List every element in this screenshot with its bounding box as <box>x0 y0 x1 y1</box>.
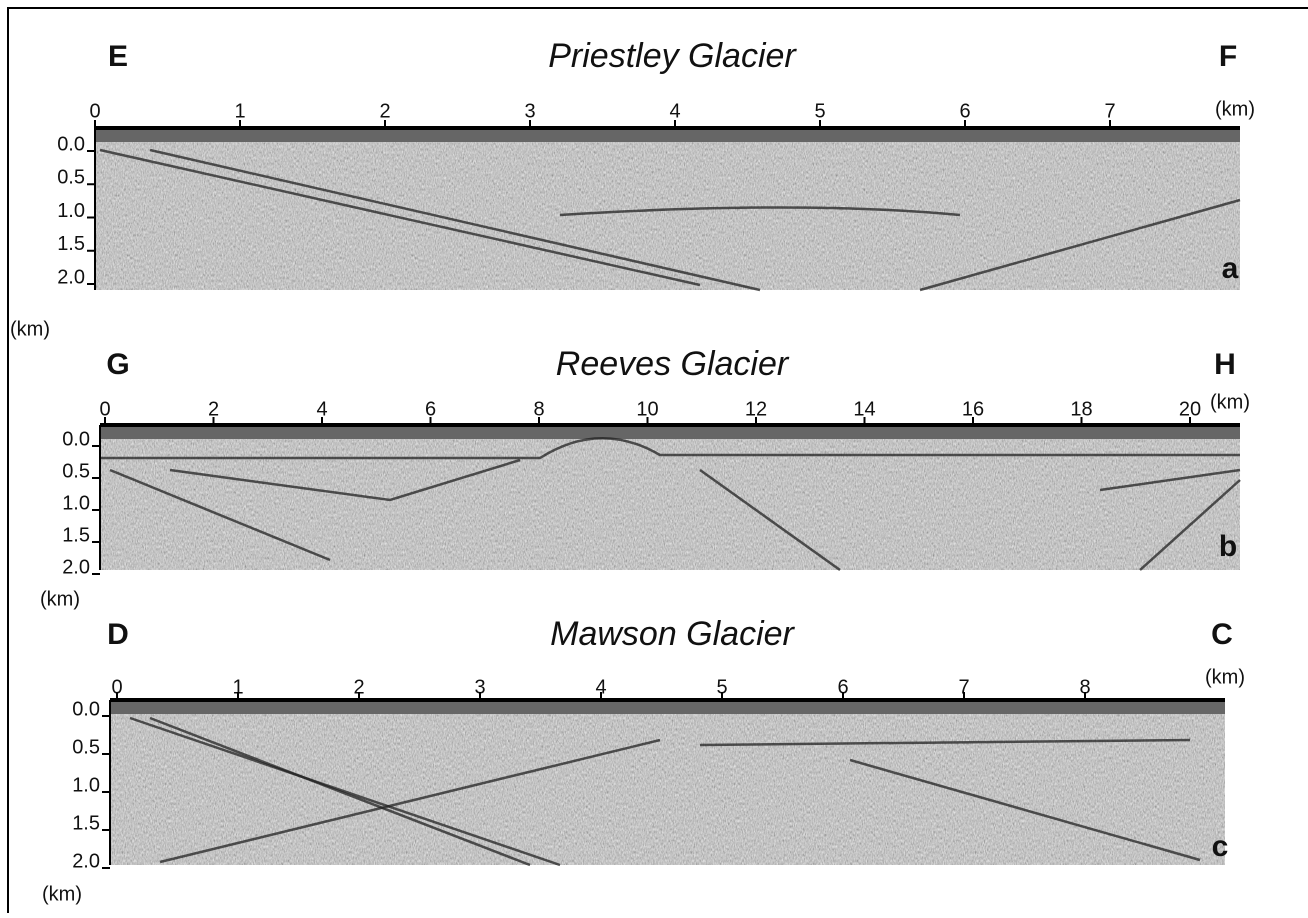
x-unit: (km) <box>1215 98 1255 120</box>
end-label: E <box>108 40 128 73</box>
end-label: G <box>106 348 129 381</box>
y-tick-label: 0.0 <box>72 698 100 720</box>
y-tick-label: 2.0 <box>62 556 90 578</box>
x-tick-label: 2 <box>379 100 390 122</box>
panel-title: Reeves Glacier <box>556 345 790 383</box>
x-tick-label: 1 <box>234 100 245 122</box>
x-tick-label: 16 <box>962 398 984 420</box>
y-tick-label: 1.5 <box>57 233 85 255</box>
x-unit: (km) <box>1205 666 1245 688</box>
y-tick-label: 2.0 <box>57 266 85 288</box>
end-label: H <box>1214 348 1236 381</box>
y-tick-label: 0.0 <box>62 428 90 450</box>
x-tick-label: 2 <box>208 398 219 420</box>
surface-band <box>110 700 1225 714</box>
y-tick-label: 1.0 <box>62 492 90 514</box>
y-tick-label: 1.0 <box>72 774 100 796</box>
x-tick-label: 10 <box>636 398 658 420</box>
x-tick-label: 12 <box>745 398 767 420</box>
panel-title: Mawson Glacier <box>550 615 795 653</box>
x-tick-label: 7 <box>1104 100 1115 122</box>
x-tick-label: 6 <box>425 398 436 420</box>
y-tick-label: 0.5 <box>57 167 85 189</box>
y-tick-label: 1.5 <box>62 524 90 546</box>
end-label: D <box>107 618 129 651</box>
radargram <box>110 700 1225 865</box>
x-tick-label: 18 <box>1070 398 1092 420</box>
y-tick-label: 0.5 <box>62 460 90 482</box>
y-unit: (km) <box>42 883 82 905</box>
x-tick-label: 4 <box>316 398 327 420</box>
x-tick-label: 8 <box>533 398 544 420</box>
figure: Priestley GlacierEF01234567(km)0.00.51.0… <box>0 0 1308 913</box>
y-tick-label: 0.5 <box>72 736 100 758</box>
panel-title: Priestley Glacier <box>548 37 797 75</box>
end-label: C <box>1211 618 1233 651</box>
radargram <box>100 425 1240 570</box>
panel-letter: b <box>1219 530 1237 563</box>
x-tick-label: 0 <box>99 398 110 420</box>
y-tick-label: 1.5 <box>72 812 100 834</box>
y-tick-label: 1.0 <box>57 200 85 222</box>
y-tick-label: 2.0 <box>72 850 100 872</box>
y-unit: (km) <box>10 318 50 340</box>
x-tick-label: 14 <box>853 398 875 420</box>
x-tick-label: 3 <box>524 100 535 122</box>
end-label: F <box>1219 40 1237 73</box>
panel-letter: a <box>1222 252 1239 285</box>
x-tick-label: 20 <box>1179 398 1201 420</box>
y-unit: (km) <box>40 588 80 610</box>
surface-band <box>95 128 1240 142</box>
x-tick-label: 0 <box>89 100 100 122</box>
panel-letter: c <box>1212 830 1229 863</box>
y-tick-label: 0.0 <box>57 133 85 155</box>
surface-band <box>100 425 1240 439</box>
x-tick-label: 5 <box>814 100 825 122</box>
x-unit: (km) <box>1210 391 1250 413</box>
x-tick-label: 6 <box>959 100 970 122</box>
x-tick-label: 4 <box>669 100 680 122</box>
